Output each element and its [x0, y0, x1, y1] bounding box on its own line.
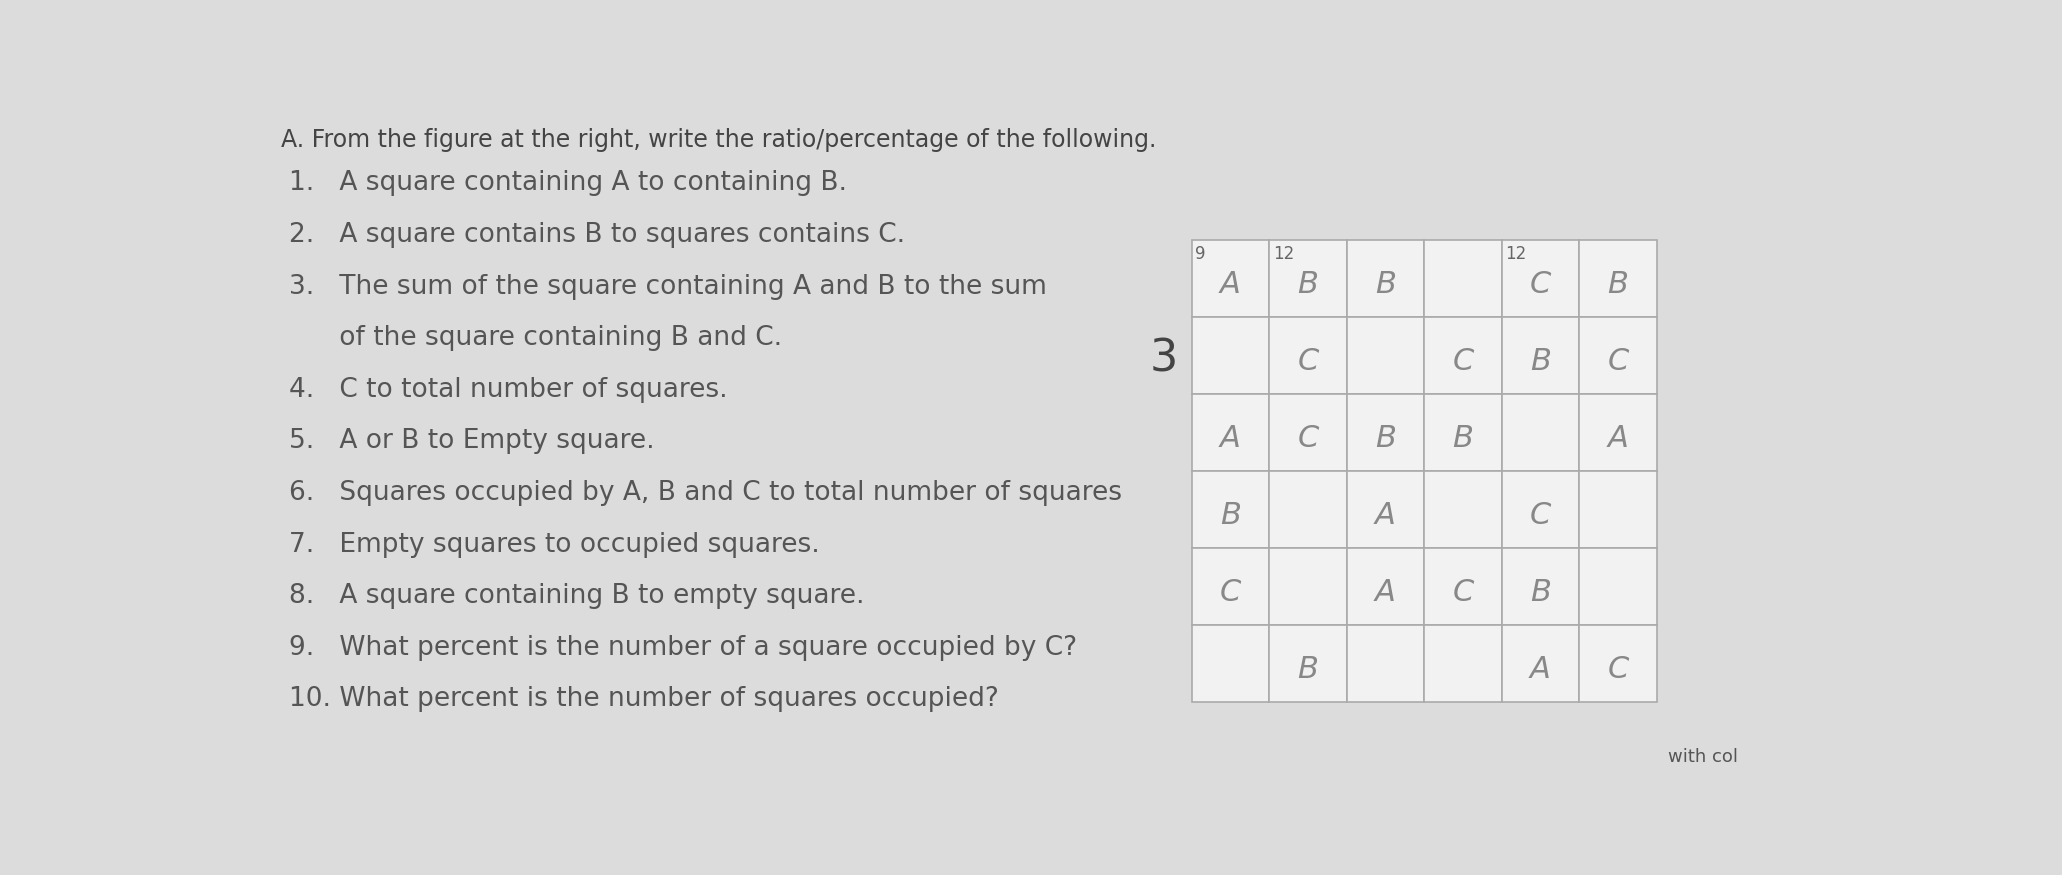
Bar: [1346, 240, 1425, 317]
Bar: [1501, 394, 1579, 471]
Bar: [1579, 625, 1656, 702]
Text: 5.   A or B to Empty square.: 5. A or B to Empty square.: [289, 429, 654, 454]
Bar: [1579, 471, 1656, 548]
Text: B: B: [1530, 578, 1551, 607]
Text: 7.   Empty squares to occupied squares.: 7. Empty squares to occupied squares.: [289, 532, 819, 557]
Text: of the square containing B and C.: of the square containing B and C.: [289, 326, 781, 351]
Text: B: B: [1452, 424, 1474, 453]
Text: 3: 3: [1149, 338, 1177, 381]
Text: B: B: [1297, 654, 1318, 684]
Text: C: C: [1606, 654, 1629, 684]
Bar: [1346, 317, 1425, 394]
Bar: [1268, 548, 1346, 625]
Text: A: A: [1375, 578, 1396, 607]
Text: 12: 12: [1505, 245, 1526, 263]
Text: A: A: [1221, 270, 1241, 299]
Bar: [1579, 548, 1656, 625]
Text: 9.   What percent is the number of a square occupied by C?: 9. What percent is the number of a squar…: [289, 634, 1076, 661]
Text: 6.   Squares occupied by A, B and C to total number of squares: 6. Squares occupied by A, B and C to tot…: [289, 480, 1122, 506]
Text: C: C: [1606, 346, 1629, 376]
Text: A. From the figure at the right, write the ratio/percentage of the following.: A. From the figure at the right, write t…: [280, 128, 1157, 152]
Bar: [1268, 471, 1346, 548]
Bar: [1192, 548, 1268, 625]
Text: C: C: [1452, 346, 1474, 376]
Bar: [1501, 240, 1579, 317]
Bar: [1501, 317, 1579, 394]
Text: B: B: [1530, 346, 1551, 376]
Text: B: B: [1375, 424, 1396, 453]
Bar: [1268, 625, 1346, 702]
Bar: [1501, 625, 1579, 702]
Text: 4.   C to total number of squares.: 4. C to total number of squares.: [289, 377, 728, 402]
Text: C: C: [1221, 578, 1241, 607]
Text: C: C: [1297, 346, 1318, 376]
Bar: [1346, 548, 1425, 625]
Bar: [1192, 394, 1268, 471]
Text: B: B: [1608, 270, 1629, 299]
Text: 2.   A square contains B to squares contains C.: 2. A square contains B to squares contai…: [289, 222, 905, 248]
Text: with col: with col: [1668, 747, 1738, 766]
Text: C: C: [1530, 500, 1551, 530]
Bar: [1346, 471, 1425, 548]
Bar: [1192, 317, 1268, 394]
Text: A: A: [1221, 424, 1241, 453]
Bar: [1268, 240, 1346, 317]
Bar: [1425, 317, 1501, 394]
Text: 3.   The sum of the square containing A and B to the sum: 3. The sum of the square containing A an…: [289, 274, 1047, 299]
Bar: [1501, 548, 1579, 625]
Text: 9: 9: [1196, 245, 1206, 263]
Text: C: C: [1452, 578, 1474, 607]
Bar: [1268, 394, 1346, 471]
Text: C: C: [1530, 270, 1551, 299]
Bar: [1425, 625, 1501, 702]
Text: A: A: [1375, 500, 1396, 530]
Text: B: B: [1375, 270, 1396, 299]
Text: B: B: [1297, 270, 1318, 299]
Text: A: A: [1530, 654, 1551, 684]
Bar: [1346, 625, 1425, 702]
Bar: [1579, 240, 1656, 317]
Bar: [1425, 548, 1501, 625]
Text: A: A: [1608, 424, 1629, 453]
Bar: [1192, 471, 1268, 548]
Bar: [1346, 394, 1425, 471]
Bar: [1425, 471, 1501, 548]
Bar: [1268, 317, 1346, 394]
Text: 8.   A square containing B to empty square.: 8. A square containing B to empty square…: [289, 583, 864, 609]
Bar: [1579, 394, 1656, 471]
Text: B: B: [1221, 500, 1241, 530]
Bar: [1579, 317, 1656, 394]
Text: 10. What percent is the number of squares occupied?: 10. What percent is the number of square…: [289, 686, 998, 712]
Bar: [1501, 471, 1579, 548]
Bar: [1425, 240, 1501, 317]
Bar: [1192, 240, 1268, 317]
Text: 12: 12: [1272, 245, 1295, 263]
Text: C: C: [1297, 424, 1318, 453]
Text: 1.   A square containing A to containing B.: 1. A square containing A to containing B…: [289, 171, 847, 197]
Bar: [1425, 394, 1501, 471]
Bar: [1192, 625, 1268, 702]
